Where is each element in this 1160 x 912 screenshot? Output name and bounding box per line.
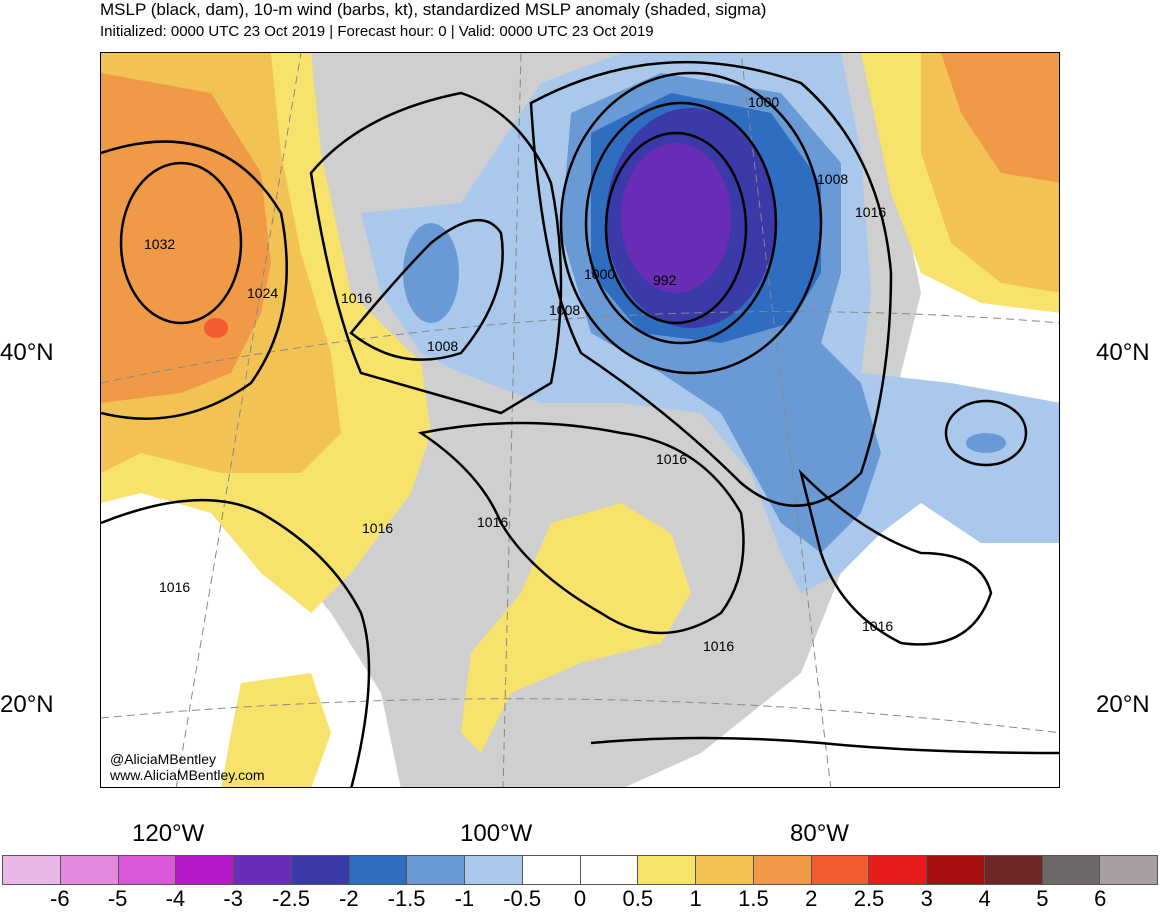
isobars: [101, 60, 1059, 787]
colorbar-tick-label: 0.5: [622, 886, 654, 911]
isobar-label-1000-low: 1000: [584, 266, 616, 282]
isobar-label-1016-carib: 1016: [862, 618, 894, 634]
isobar-label-1016-sw: 1016: [159, 579, 191, 595]
lat-label-40n-left: 40°N: [0, 339, 54, 366]
credit-handle: @AliciaMBentley: [110, 751, 217, 767]
colorbar-cell: [1100, 856, 1157, 884]
chart-title: MSLP (black, dam), 10-m wind (barbs, kt)…: [100, 0, 767, 19]
colorbar-cell: [753, 856, 812, 884]
isobar-label-1000-ne: 1000: [748, 94, 780, 110]
isobar-label-1008-w: 1008: [427, 338, 459, 354]
colorbar-cell: [522, 856, 581, 884]
isobar-label-1016-gulf: 1016: [703, 638, 735, 654]
isobar-label-1008-ne: 1008: [817, 171, 849, 187]
colorbar-tick-label: -1: [454, 886, 475, 911]
isobar-label-1016-nw: 1016: [341, 290, 373, 306]
lat-label-40n-right: 40°N: [1096, 339, 1150, 366]
negative-anomaly-purple: [621, 143, 731, 293]
colorbar-cell: [407, 856, 465, 884]
colorbar-tick-label: 6: [1094, 886, 1107, 911]
anomaly-colorbar: [2, 855, 1158, 885]
colorbar-tick-label: -5: [107, 886, 128, 911]
colorbar-cell: [869, 856, 927, 884]
colorbar-tick-label: -3: [223, 886, 243, 911]
colorbar-tick-label: -6: [50, 886, 70, 911]
isobar-label-1032: 1032: [144, 236, 176, 252]
colorbar-tick-label: 2: [805, 886, 818, 911]
colorbar-cell: [696, 856, 754, 884]
lat-label-20n-left: 20°N: [0, 691, 54, 718]
isobar-label-1016-texas: 1016: [477, 514, 509, 530]
map-graphic: [101, 53, 1059, 787]
lon-label-80w: 80°W: [790, 820, 849, 847]
colorbar-cell: [984, 856, 1043, 884]
colorbar-tick-label: 0: [573, 886, 587, 911]
colorbar-tick-label: 3: [920, 886, 933, 911]
colorbar-cell: [176, 856, 234, 884]
isobar-label-1016-ohio: 1016: [656, 451, 688, 467]
colorbar-cell: [927, 856, 985, 884]
colorbar-tick-label: 1.5: [738, 886, 769, 911]
colorbar-cell: [349, 856, 408, 884]
colorbar-tick-label: 4: [978, 886, 991, 911]
colorbar-cell: [811, 856, 870, 884]
negative-anomaly-blue-west: [403, 223, 459, 323]
positive-anomaly-red-spot: [204, 318, 228, 338]
isobar-label-1008-c: 1008: [549, 302, 581, 318]
colorbar-cell: [3, 856, 61, 884]
isobar-label-1016-mex: 1016: [362, 520, 394, 536]
colorbar-tick-label: -2: [339, 886, 359, 911]
positive-anomaly-mexico: [221, 673, 331, 787]
colorbar-tick-label: 1: [689, 886, 702, 911]
chart-subtitle: Initialized: 0000 UTC 23 Oct 2019 | Fore…: [100, 23, 654, 40]
colorbar-cell: [465, 856, 523, 884]
lon-label-120w: 120°W: [132, 820, 205, 847]
lon-label-100w: 100°W: [460, 820, 533, 847]
colorbar-cell: [118, 856, 177, 884]
colorbar-cell: [1042, 856, 1101, 884]
isobar-label-1016-ne: 1016: [855, 204, 887, 220]
lat-label-20n-right: 20°N: [1096, 691, 1150, 718]
positive-anomaly-gulf: [461, 503, 691, 753]
colorbar-tick-label: -4: [165, 886, 186, 911]
colorbar-cell: [580, 856, 639, 884]
negative-anomaly-blue-east: [966, 433, 1006, 453]
colorbar-cell: [291, 856, 350, 884]
map-panel: [100, 52, 1060, 788]
colorbar-cell: [234, 856, 292, 884]
colorbar-cell: [638, 856, 696, 884]
positive-anomaly-northeast-darkorange: [941, 53, 1059, 183]
colorbar-tick-label: -0.5: [503, 886, 542, 911]
graticule: [101, 53, 1059, 787]
colorbar-cell: [60, 856, 119, 884]
colorbar-tick-label: -2.5: [272, 886, 310, 911]
colorbar-tick-label: 5: [1036, 886, 1049, 911]
isobar-label-992: 992: [653, 272, 677, 288]
colorbar-tick-label: 2.5: [853, 886, 885, 911]
colorbar-tick-label: -1.5: [387, 886, 426, 911]
isobar-label-1024: 1024: [247, 285, 279, 301]
credit-url: www.AliciaMBentley.com: [110, 767, 265, 783]
positive-anomaly-northwest-darkorange: [101, 73, 271, 403]
